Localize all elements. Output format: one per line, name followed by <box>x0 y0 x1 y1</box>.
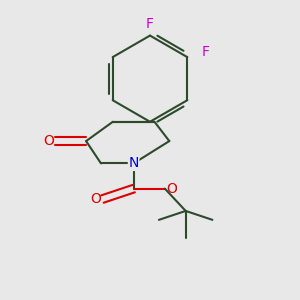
Text: O: O <box>43 134 54 148</box>
Text: F: F <box>146 17 154 31</box>
Text: O: O <box>91 192 101 206</box>
Text: F: F <box>201 45 209 59</box>
Text: O: O <box>166 182 177 196</box>
Text: N: N <box>128 156 139 170</box>
